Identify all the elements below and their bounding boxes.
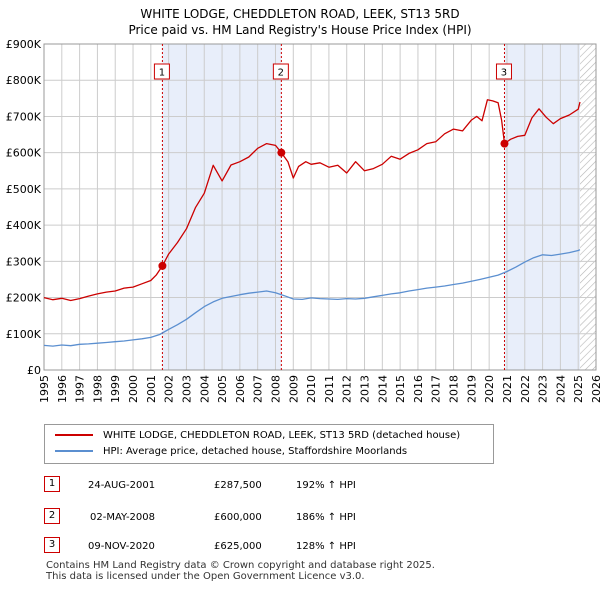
- y-tick-label: £200K: [6, 292, 42, 305]
- transaction-label-box: [272, 63, 289, 80]
- transaction-label: 2: [278, 68, 284, 79]
- transaction-label-box: [153, 63, 170, 80]
- x-tick-label: 2023: [537, 375, 550, 403]
- transaction-date: 09-NOV-2020: [88, 541, 155, 552]
- y-tick-label: £600K: [6, 147, 42, 160]
- legend-swatch-hpi: [55, 450, 93, 452]
- transaction-price: £287,500: [214, 480, 262, 491]
- x-tick-label: 1998: [91, 375, 104, 403]
- footer-licence: This data is licensed under the Open Gov…: [46, 571, 365, 582]
- hpi-line: [43, 249, 581, 347]
- transaction-label: 3: [501, 68, 507, 79]
- footer-notice: Contains HM Land Registry data © Crown c…: [46, 560, 435, 582]
- x-tick-label: 2018: [448, 375, 461, 403]
- x-tick-label: 2025: [572, 375, 585, 403]
- x-tick-label: 2009: [287, 375, 300, 403]
- y-tick-label: £300K: [6, 255, 42, 268]
- chart-title: WHITE LODGE, CHEDDLETON ROAD, LEEK, ST13…: [0, 6, 600, 38]
- transaction-date: 24-AUG-2001: [88, 480, 156, 491]
- transaction-label-box: [495, 63, 512, 80]
- x-tick-label: 2001: [145, 375, 158, 403]
- x-tick-label: 2013: [359, 375, 372, 403]
- transaction-number-badge: 2: [44, 508, 60, 524]
- legend-item-property: WHITE LODGE, CHEDDLETON ROAD, LEEK, ST13…: [55, 428, 460, 444]
- x-tick-label: 2002: [163, 375, 176, 403]
- sale-point: [277, 148, 286, 157]
- x-tick-label: 2000: [127, 375, 140, 403]
- x-tick-label: 2015: [394, 375, 407, 403]
- x-tick-label: 2022: [519, 375, 532, 403]
- x-tick-label: 2014: [376, 375, 389, 403]
- transaction-number-badge: 1: [44, 476, 60, 492]
- sale-point: [500, 139, 509, 148]
- transaction-price: £625,000: [214, 541, 262, 552]
- footer-copyright: Contains HM Land Registry data © Crown c…: [46, 560, 435, 571]
- x-tick-label: 2004: [198, 375, 211, 403]
- x-tick-label: 2007: [252, 375, 265, 403]
- price-chart: £0 £100K £200K £300K £400K £500K £600K £700K £80…: [6, 38, 600, 403]
- x-tick-label: 2006: [234, 375, 247, 403]
- x-tick-label: 2010: [305, 375, 318, 403]
- x-tick-label: 1999: [109, 375, 122, 403]
- plot-background: [44, 44, 596, 370]
- plot-frame: [43, 43, 597, 371]
- x-tick-label: 2020: [483, 375, 496, 403]
- legend: WHITE LODGE, CHEDDLETON ROAD, LEEK, ST13…: [44, 424, 494, 464]
- x-tick-label: 1995: [38, 375, 51, 403]
- y-tick-label: £800K: [6, 74, 42, 87]
- x-tick-label: 2024: [554, 375, 567, 403]
- y-tick-label: £900K: [6, 38, 42, 51]
- x-tick-label: 2026: [590, 375, 600, 403]
- x-tick-label: 2021: [501, 375, 514, 403]
- x-tick-label: 2008: [269, 375, 282, 403]
- x-tick-label: 2017: [430, 375, 443, 403]
- legend-swatch-property: [55, 434, 93, 436]
- y-tick-label: £400K: [6, 219, 42, 232]
- legend-item-hpi: HPI: Average price, detached house, Staf…: [55, 444, 407, 460]
- transaction-label: 1: [159, 68, 165, 79]
- y-tick-label: £100K: [6, 328, 42, 341]
- x-tick-label: 1997: [74, 375, 87, 403]
- sale-point: [158, 261, 167, 270]
- property-price-line: [43, 99, 581, 302]
- legend-label-hpi: HPI: Average price, detached house, Staf…: [103, 446, 408, 457]
- future-hatched-area: [579, 44, 596, 370]
- chart-title-line1: WHITE LODGE, CHEDDLETON ROAD, LEEK, ST13…: [140, 7, 460, 21]
- x-tick-label: 2016: [412, 375, 425, 403]
- x-tick-label: 2019: [465, 375, 478, 403]
- legend-label-property: WHITE LODGE, CHEDDLETON ROAD, LEEK, ST13…: [103, 430, 461, 441]
- x-tick-label: 2011: [323, 375, 336, 403]
- chart-title-line2: Price paid vs. HM Land Registry's House …: [128, 23, 472, 37]
- x-tick-label: 2005: [216, 375, 229, 403]
- x-tick-label: 2003: [180, 375, 193, 403]
- transaction-price: £600,000: [214, 512, 262, 523]
- y-tick-label: £500K: [6, 183, 42, 196]
- transaction-hpi-change: 192% ↑ HPI: [296, 480, 356, 491]
- x-tick-label: 2012: [341, 375, 354, 403]
- transaction-number-badge: 3: [44, 537, 60, 553]
- transaction-hpi-change: 186% ↑ HPI: [296, 512, 356, 523]
- x-tick-label: 1996: [56, 375, 69, 403]
- transaction-hpi-change: 128% ↑ HPI: [296, 541, 356, 552]
- transaction-date: 02-MAY-2008: [90, 512, 156, 523]
- y-tick-label: £700K: [6, 110, 42, 123]
- y-tick-label: £0: [27, 364, 41, 377]
